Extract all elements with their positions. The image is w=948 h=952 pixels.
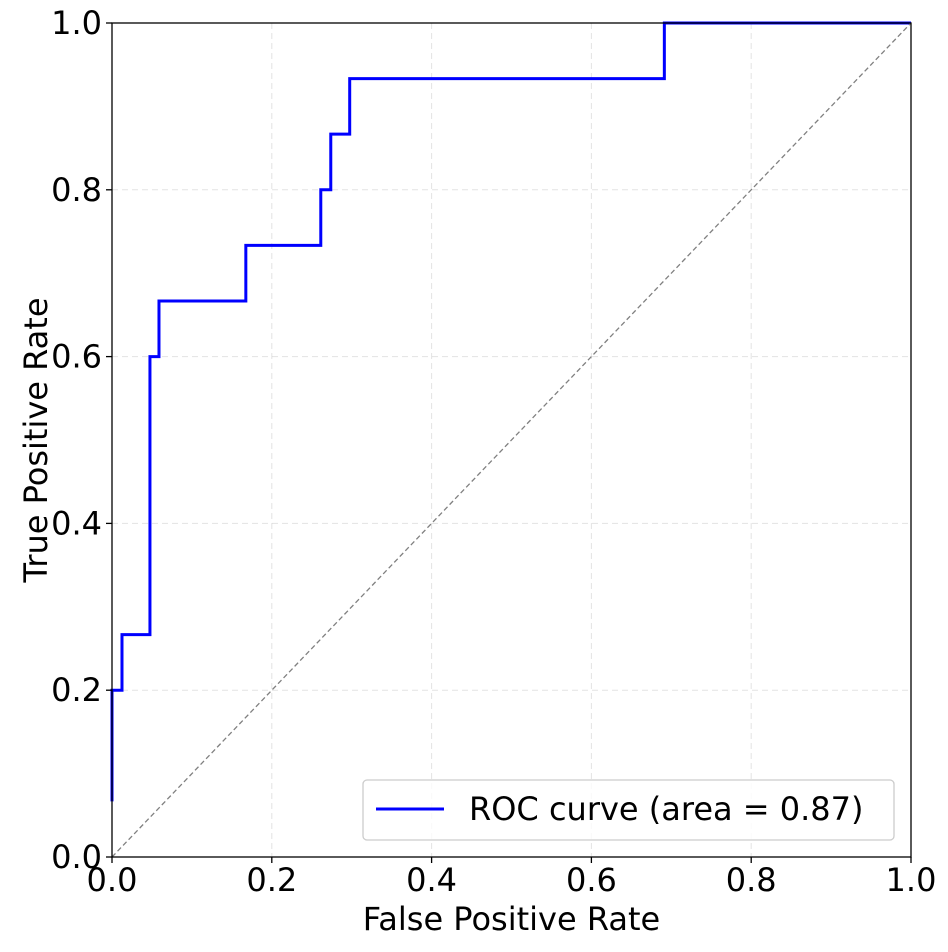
y-tick-label: 1.0 [51,4,102,42]
x-axis-label: False Positive Rate [363,900,660,938]
y-tick-label: 0.8 [51,171,102,209]
y-tick-label: 0.6 [51,338,102,376]
x-tick-label: 0.8 [726,861,777,899]
x-tick-label: 0.6 [566,861,617,899]
legend: ROC curve (area = 0.87) [362,779,895,841]
x-tick-label: 0.2 [246,861,297,899]
y-tick-label: 0.4 [51,504,102,542]
y-tick-label: 0.0 [51,838,102,876]
chance-diagonal-line [111,22,912,858]
roc-curve-line [110,21,911,802]
y-tick-label: 0.2 [51,671,102,709]
x-tick-label: 0.0 [87,861,138,899]
plot-area-frame [111,22,912,858]
axis-ticks: 0.0 0.2 0.4 0.6 0.8 1.0 0.0 0.2 0.4 0.6 0.8 1.0 [51,4,936,899]
y-axis-label: True Positive Rate [17,297,55,583]
legend-box [362,779,895,841]
x-tick-label: 1.0 [886,861,937,899]
series-layer [110,21,912,858]
legend-label-roc-curve: ROC curve (area = 0.87) [469,790,864,828]
x-tick-label: 0.4 [406,861,457,899]
